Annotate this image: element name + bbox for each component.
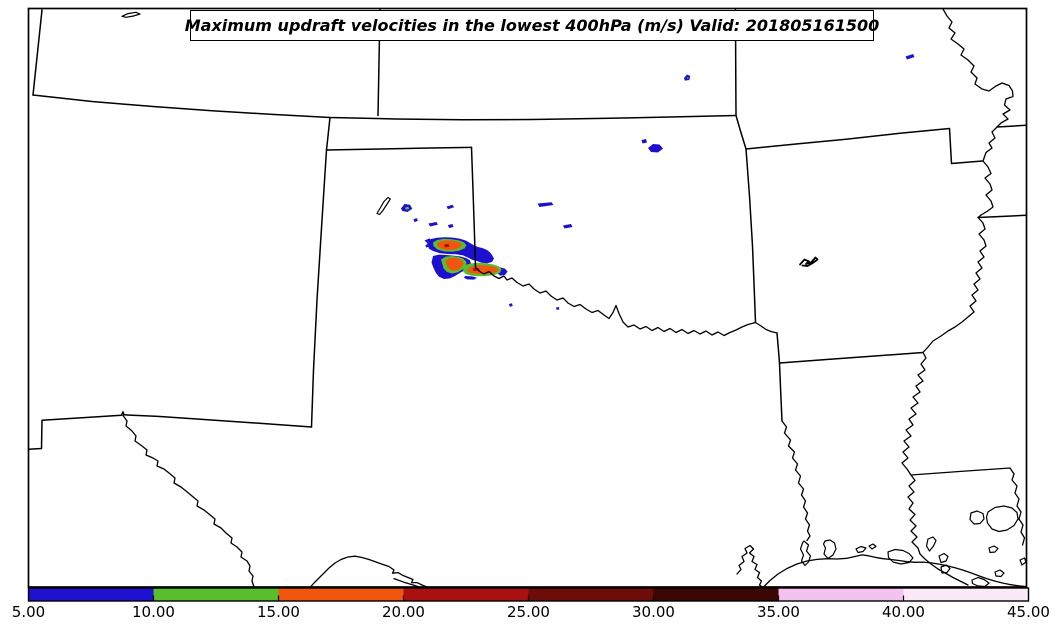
colorbar-segment bbox=[278, 588, 404, 601]
island-outline bbox=[994, 569, 1005, 578]
rivers bbox=[122, 8, 1026, 588]
contour-region bbox=[464, 276, 477, 280]
state-border-tn-ms bbox=[977, 214, 1027, 219]
lake-maurepas-outline bbox=[969, 510, 985, 525]
colorbar-segment bbox=[153, 588, 279, 601]
colorbar-tick-label-35: 35.00 bbox=[757, 603, 800, 621]
contour-speck bbox=[405, 206, 410, 210]
coastline bbox=[309, 544, 1027, 589]
contour-speck bbox=[905, 54, 915, 60]
contour-speck bbox=[509, 303, 513, 307]
colorbar-tick-label-20: 20.00 bbox=[382, 603, 425, 621]
colorbar-tick-label-10: 10.00 bbox=[132, 603, 175, 621]
contour-speck bbox=[556, 307, 560, 310]
contour-speck bbox=[448, 224, 454, 228]
colorbar bbox=[27, 587, 1030, 602]
state-border-37n-parallel bbox=[32, 94, 737, 121]
red-river-path bbox=[474, 266, 778, 337]
contour-region bbox=[424, 238, 432, 243]
sabine-river-path bbox=[781, 420, 811, 542]
contour-speck bbox=[413, 218, 418, 222]
marsh-outline bbox=[887, 548, 914, 565]
state-border-mo-ky bbox=[996, 124, 1027, 128]
contour-speck bbox=[641, 139, 647, 144]
plot-title: Maximum updraft velocities in the lowest… bbox=[184, 16, 880, 35]
contour-speck bbox=[686, 77, 689, 80]
contour-speck bbox=[428, 222, 438, 227]
state-border-tx-ok-100w bbox=[470, 146, 477, 269]
colorbar-segment bbox=[778, 588, 904, 601]
contour-speck bbox=[446, 204, 454, 210]
colorbar-tick-label-40: 40.00 bbox=[882, 603, 925, 621]
island-outline bbox=[925, 536, 937, 552]
texas-coast-path bbox=[309, 555, 431, 589]
calcasieu-lake-outline bbox=[822, 539, 837, 560]
lakes-and-islands bbox=[121, 11, 1027, 588]
colorbar-tick-label-30: 30.00 bbox=[632, 603, 675, 621]
island-outline bbox=[940, 564, 951, 574]
state-border-ar-la-33n bbox=[778, 351, 924, 364]
state-border-ut-co bbox=[32, 9, 43, 96]
mississippi-river-path bbox=[901, 8, 1014, 586]
plot-title-box: Maximum updraft velocities in the lowest… bbox=[185, 10, 879, 41]
state-border-tx-ar-la bbox=[776, 332, 783, 422]
la-ms-31n-pearl-river-path bbox=[910, 467, 1026, 546]
contour-speck bbox=[537, 202, 554, 207]
island-outline bbox=[988, 545, 999, 554]
colorado-reservoir-outline bbox=[121, 11, 141, 18]
state-border-mo-ar-bootheel bbox=[745, 127, 984, 165]
colorbar-tick-label-45: 45.00 bbox=[1007, 603, 1050, 621]
island-outline bbox=[868, 543, 877, 550]
island-outline bbox=[938, 552, 949, 564]
galveston-bay-path bbox=[736, 544, 764, 589]
map-frame bbox=[27, 7, 1028, 588]
state-boundaries bbox=[27, 8, 1027, 450]
state-border-nm-tx-103w bbox=[310, 116, 331, 428]
colorbar-tick-label-5: 5.00 bbox=[11, 603, 46, 621]
colorbar-tick-label-25: 25.00 bbox=[507, 603, 550, 621]
island-outline bbox=[1019, 557, 1027, 566]
contour-region bbox=[425, 244, 429, 248]
colorbar-segment bbox=[903, 588, 1029, 601]
state-border-ok-panhandle-south bbox=[325, 146, 473, 151]
colorbar-ticks bbox=[152, 595, 905, 601]
colorbar-tick-label-15: 15.00 bbox=[257, 603, 300, 621]
colorbar-outline bbox=[27, 587, 1030, 602]
colorbar-segment bbox=[528, 588, 654, 601]
state-border-nm-bootheel bbox=[27, 411, 125, 450]
arkansas-river-squiggle bbox=[799, 256, 819, 267]
contour-speck bbox=[563, 224, 573, 229]
state-border-ks-mo-ar-west bbox=[734, 8, 757, 324]
rio-grande-river-path bbox=[122, 414, 255, 588]
colorbar-segment bbox=[653, 588, 779, 601]
panhandle-lake-outline bbox=[376, 196, 391, 216]
sabine-lake-outline bbox=[799, 540, 812, 567]
island-outline bbox=[855, 545, 867, 554]
lake-pontchartrain-outline bbox=[985, 505, 1019, 533]
updraft-field bbox=[401, 54, 915, 310]
delta-outline bbox=[971, 576, 990, 588]
contour-region bbox=[445, 257, 464, 271]
contour-speck bbox=[648, 144, 663, 153]
contour-region bbox=[444, 244, 450, 248]
colorbar-segment bbox=[28, 588, 154, 601]
louisiana-coast-path bbox=[762, 554, 1027, 589]
contour-region bbox=[437, 240, 462, 250]
state-border-nm-tx-32n bbox=[123, 414, 313, 428]
colorbar-segment bbox=[403, 588, 529, 601]
